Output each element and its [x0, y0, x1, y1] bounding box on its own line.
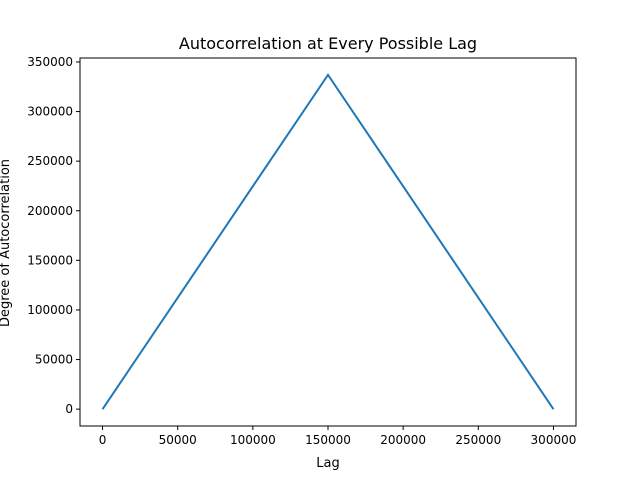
x-axis-label: Lag	[316, 456, 339, 471]
chart-title: Autocorrelation at Every Possible Lag	[179, 34, 477, 53]
x-tick-label: 0	[99, 433, 107, 447]
x-tick-label: 100000	[230, 433, 276, 447]
y-tick-label: 0	[65, 402, 73, 416]
y-tick-label: 350000	[27, 55, 73, 69]
x-tick-label: 250000	[455, 433, 501, 447]
x-tick-label: 150000	[305, 433, 351, 447]
y-tick-label: 100000	[27, 303, 73, 317]
y-tick-label: 300000	[27, 105, 73, 119]
y-axis-ticks: 0 50000 100000 150000 200000 250000 300000 3500…	[27, 55, 80, 416]
series-line-0	[101, 73, 555, 410]
x-tick-label: 50000	[159, 433, 197, 447]
y-tick-label: 150000	[27, 253, 73, 267]
y-tick-label: 50000	[35, 353, 73, 367]
x-axis-ticks: 0 50000 100000 150000 200000 250000 300000	[99, 426, 577, 447]
y-tick-label: 200000	[27, 204, 73, 218]
x-tick-label: 300000	[531, 433, 577, 447]
x-tick-label: 200000	[380, 433, 426, 447]
y-axis-label: Degree of Autocorrelation	[0, 159, 13, 327]
y-tick-label: 250000	[27, 154, 73, 168]
